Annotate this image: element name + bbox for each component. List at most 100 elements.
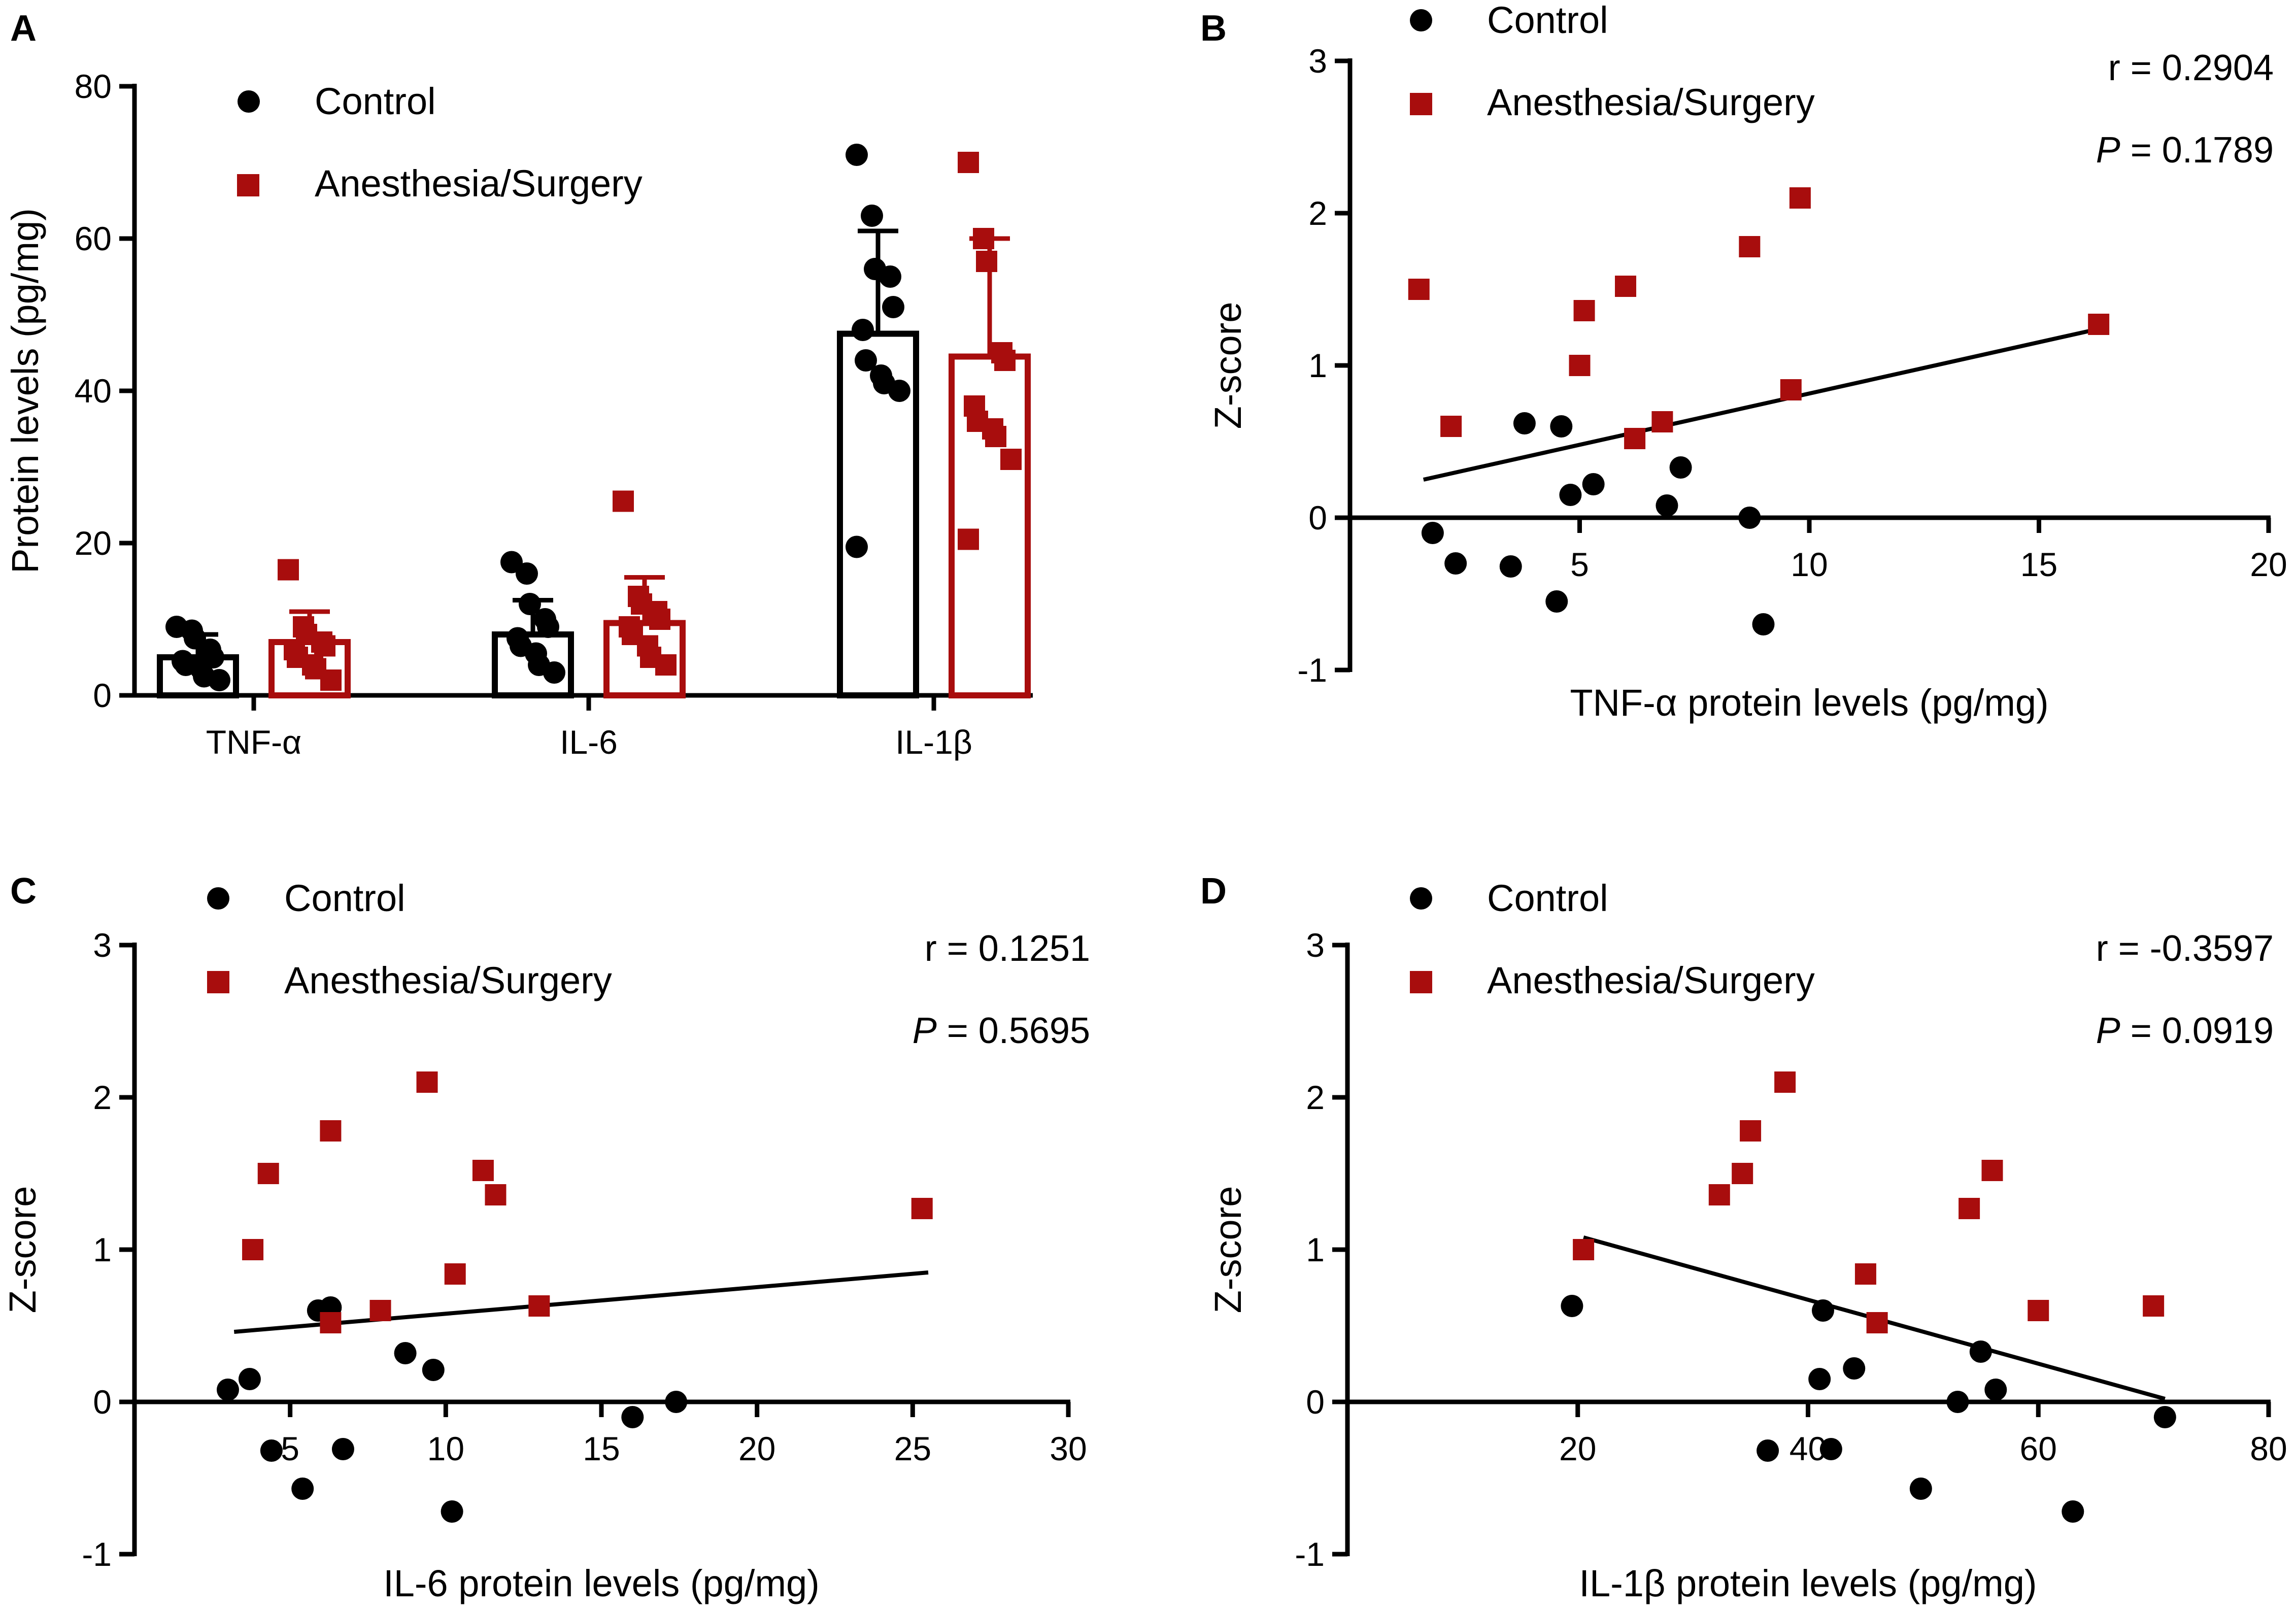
data-point-control	[879, 265, 901, 288]
regression-line	[1423, 327, 2100, 482]
y-tick-label: -1	[1295, 1535, 1325, 1573]
data-point-surgery	[1740, 1120, 1762, 1142]
legend-label-surgery: Anesthesia/Surgery	[1487, 81, 1815, 123]
y-axis-title: Z-score	[1207, 1186, 1249, 1314]
y-tick-label: 3	[1308, 42, 1327, 80]
y-tick-label: 40	[75, 372, 112, 410]
data-point-control	[1808, 1368, 1831, 1390]
y-tick-label: 2	[1306, 1079, 1325, 1116]
data-point-control	[855, 349, 877, 372]
data-point-control	[184, 627, 206, 650]
data-point-control	[238, 1368, 261, 1390]
x-tick-label: 20	[738, 1430, 775, 1467]
y-tick-label: 1	[1306, 1231, 1325, 1268]
legend-marker-surgery	[1410, 93, 1432, 115]
data-point-control	[1656, 494, 1678, 517]
data-point-control	[1811, 1299, 1834, 1322]
data-point-surgery	[320, 669, 342, 691]
panel-a-bar-chart: 0 20 40 60 80 Protein levels (pg/mg) TNF-α IL-6…	[4, 68, 1033, 761]
data-point-surgery	[994, 350, 1016, 371]
p-value: P = 0.1789	[2096, 130, 2274, 171]
data-point-surgery	[1739, 236, 1761, 257]
legend-marker-control	[238, 90, 260, 113]
data-point-surgery	[444, 1263, 466, 1285]
y-tick-label: -1	[82, 1535, 112, 1573]
data-point-control	[1969, 1340, 1992, 1363]
y-tick-label: 80	[75, 68, 112, 105]
data-point-control	[441, 1500, 463, 1523]
data-point-surgery	[1569, 355, 1591, 376]
data-point-surgery	[1732, 1163, 1753, 1184]
p-number: = 0.0919	[2120, 1011, 2274, 1051]
data-point-surgery	[1615, 276, 1636, 297]
y-axis-title: Z-score	[2, 1186, 44, 1314]
data-point-control	[2153, 1406, 2176, 1428]
x-tick-label: IL-6	[560, 723, 618, 761]
data-point-control	[852, 319, 874, 341]
data-point-control	[1984, 1379, 2007, 1401]
data-point-surgery	[1854, 1263, 1876, 1285]
x-axis-title: IL-1β protein levels (pg/mg)	[1579, 1562, 2037, 1604]
data-point-surgery	[958, 152, 979, 173]
correlation-r: r = 0.2904	[2108, 48, 2274, 88]
legend-label-control: Control	[1487, 877, 1608, 919]
data-point-surgery	[1866, 1312, 1888, 1333]
x-tick-label: 20	[1559, 1430, 1596, 1467]
data-point-surgery	[911, 1198, 933, 1219]
x-tick-label: 10	[1791, 546, 1828, 583]
data-point-surgery	[2143, 1295, 2165, 1317]
legend-marker-control	[1410, 9, 1432, 31]
panel-label-a: A	[10, 8, 37, 49]
data-point-control	[888, 380, 910, 402]
data-point-control	[1550, 415, 1573, 438]
data-point-surgery	[655, 654, 677, 676]
data-point-control	[882, 296, 904, 318]
y-tick-label: 0	[1308, 499, 1327, 536]
legend-marker-control	[1410, 887, 1432, 910]
data-point-control	[260, 1439, 283, 1462]
data-point-control	[331, 1438, 354, 1460]
data-point-control	[519, 593, 541, 615]
data-point-surgery	[369, 1300, 391, 1321]
data-point-control	[500, 551, 523, 574]
data-point-surgery	[2088, 314, 2110, 335]
y-tick-label: -1	[1297, 651, 1327, 689]
legend-label-surgery: Anesthesia/Surgery	[1487, 959, 1815, 1001]
x-tick-label: IL-1β	[895, 723, 972, 761]
bar	[949, 353, 1031, 698]
data-point-control	[2062, 1500, 2084, 1523]
y-tick-label: 3	[1306, 926, 1325, 964]
data-point-control	[1843, 1357, 1866, 1380]
panel-b-scatter-chart: -1 0 1 2 3 5 10 15 20 TNF-α protein levels (pg/mg…	[1207, 0, 2287, 724]
data-point-surgery	[1789, 187, 1811, 209]
y-tick-label: 0	[93, 1383, 112, 1421]
data-point-surgery	[528, 1295, 550, 1317]
data-point-control	[665, 1391, 688, 1413]
data-point-control	[537, 616, 559, 638]
legend-label-control: Control	[284, 877, 406, 919]
data-point-control	[861, 205, 883, 227]
legend-label-surgery: Anesthesia/Surgery	[284, 959, 612, 1001]
panel-c-scatter-chart: -1 0 1 2 3 5 10 15 20 25 30 IL-6 protein levels (pg…	[2, 877, 1090, 1604]
x-tick-label: 80	[2250, 1430, 2287, 1467]
x-tick-label: 5	[281, 1430, 299, 1467]
data-point-surgery	[314, 635, 335, 657]
data-point-control	[1909, 1478, 1932, 1500]
p-symbol: P	[2096, 1011, 2120, 1051]
legend-label-control: Control	[1487, 0, 1608, 41]
data-point-surgery	[976, 251, 997, 272]
panel-label-b: B	[1200, 8, 1227, 49]
data-point-control	[1819, 1438, 1842, 1460]
data-point-surgery	[1959, 1198, 1980, 1219]
data-point-surgery	[2028, 1300, 2049, 1321]
x-tick-label: TNF-α	[206, 723, 301, 761]
y-tick-label: 2	[1308, 194, 1327, 232]
x-tick-label: 20	[2250, 546, 2287, 583]
data-point-control	[1545, 590, 1568, 613]
data-point-surgery	[320, 1120, 342, 1142]
data-point-surgery	[1981, 1160, 2003, 1181]
p-number: = 0.1789	[2120, 130, 2274, 171]
x-tick-label: 15	[583, 1430, 620, 1467]
